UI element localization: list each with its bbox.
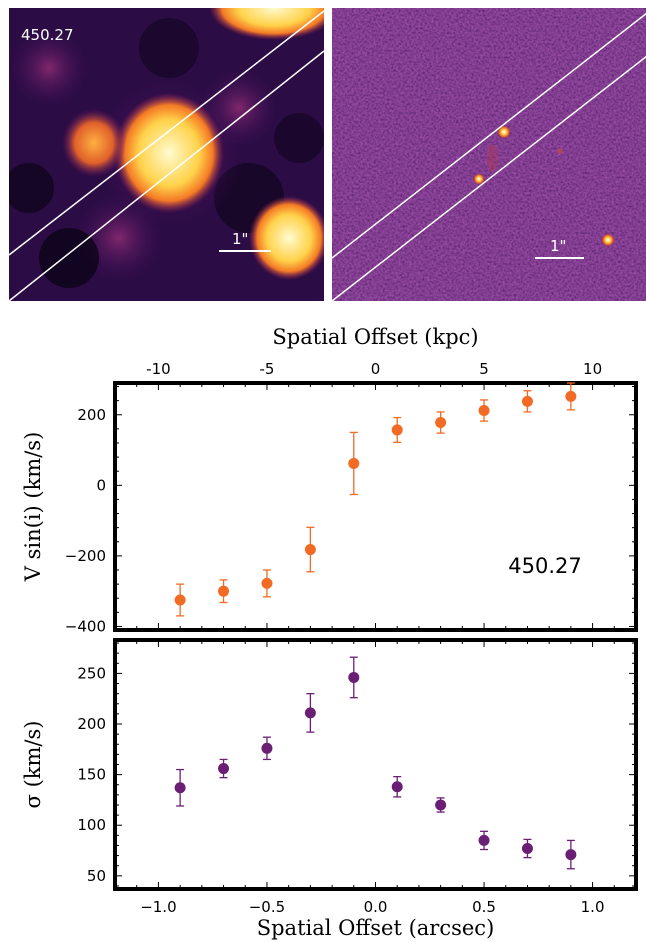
data-point (174, 594, 186, 606)
y-tick-label: 150 (77, 766, 106, 784)
y-tick-label: 200 (77, 715, 106, 733)
x-tick-label: −1.0 (140, 898, 176, 916)
data-point (521, 843, 533, 855)
data-point (391, 424, 403, 436)
x2-tick-label: 5 (479, 360, 489, 378)
data-point (304, 707, 316, 719)
data-point (261, 742, 273, 754)
left-image-panel: 450.27 1" (9, 8, 324, 301)
right-image-panel: 1" (332, 8, 646, 301)
object-annotation: 450.27 (508, 554, 581, 578)
data-point (261, 577, 273, 589)
x2-tick-label: -10 (146, 360, 171, 378)
data-point (218, 585, 230, 597)
data-point (348, 671, 360, 683)
data-point (478, 405, 490, 417)
slit-line-upper (332, 12, 646, 259)
scale-bar-label: 1" (232, 230, 249, 248)
object-id-label: 450.27 (21, 26, 74, 44)
y-tick-label: −400 (65, 617, 106, 635)
y-axis-title: V sin(i) (km/s) (21, 432, 45, 583)
y-tick-label: 100 (77, 816, 106, 834)
plot-frame (113, 381, 638, 632)
x2-tick-label: -5 (259, 360, 274, 378)
x2-tick-label: 10 (583, 360, 602, 378)
scale-bar-label: 1" (550, 237, 567, 255)
data-point (435, 417, 447, 429)
data-point (174, 782, 186, 794)
x2-axis-title: Spatial Offset (kpc) (272, 325, 478, 349)
dispersion-panel: 50 100 150 200 250 σ (km/s) −1.0 −0.5 0.0 0.5 1.0 S… (21, 638, 638, 940)
y-tick-label: 50 (87, 867, 106, 885)
data-point (218, 763, 230, 775)
velocity-panel: −400 −200 0 200 V sin(i) (km/s) -10 -5 0 5 10 Spat… (21, 325, 638, 635)
kinematics-charts: −400 −200 0 200 V sin(i) (km/s) -10 -5 0 5 10 Spat… (21, 325, 638, 940)
y-tick-label: 200 (77, 406, 106, 424)
y-tick-label: 0 (96, 476, 106, 494)
data-point (435, 799, 447, 811)
y-tick-label: 250 (77, 664, 106, 682)
data-point (478, 834, 490, 846)
data-point (521, 395, 533, 407)
y-axis-title: σ (km/s) (21, 721, 45, 809)
slit-line-lower (332, 55, 646, 301)
y-tick-label: −200 (65, 547, 106, 565)
x-tick-label: 0.5 (472, 898, 496, 916)
data-point (391, 781, 403, 793)
x2-tick-label: 0 (371, 360, 381, 378)
left-image (9, 8, 324, 301)
data-point (565, 390, 577, 402)
x-tick-label: 0.0 (364, 898, 388, 916)
x-tick-label: −0.5 (249, 898, 285, 916)
plot-frame (113, 638, 638, 891)
slit-line-lower (9, 50, 324, 301)
right-image (332, 8, 646, 301)
x-axis-title: Spatial Offset (arcsec) (257, 916, 495, 940)
data-point (565, 849, 577, 861)
slit-line-upper (9, 10, 324, 256)
data-point (304, 544, 316, 556)
x-tick-label: 1.0 (581, 898, 605, 916)
data-point (348, 457, 360, 469)
